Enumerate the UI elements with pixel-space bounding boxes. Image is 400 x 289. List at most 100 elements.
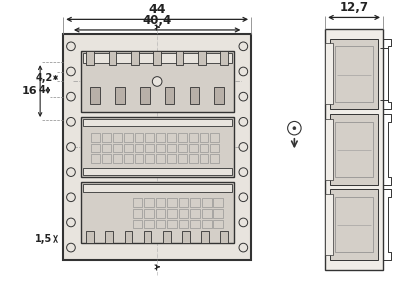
Bar [202,209,212,218]
Bar [115,87,125,104]
Bar [325,29,383,270]
Bar [335,197,373,252]
Circle shape [67,193,75,202]
Bar [330,39,378,109]
Bar [189,154,198,163]
Bar [210,154,219,163]
Bar [124,154,132,163]
Text: 16: 16 [22,86,37,96]
Bar [179,220,188,228]
Bar [134,154,144,163]
Bar [214,87,224,104]
Circle shape [239,117,248,126]
Bar [220,231,228,243]
Bar [335,46,373,101]
Bar [132,220,142,228]
Bar [131,51,139,65]
Bar [189,144,198,152]
Bar [86,51,94,65]
Circle shape [239,243,248,252]
Text: 4: 4 [38,85,45,95]
Bar [198,51,206,65]
Circle shape [293,127,296,130]
Bar [82,184,232,192]
Bar [156,154,165,163]
Bar [132,209,142,218]
Bar [214,209,223,218]
Circle shape [67,143,75,151]
Bar [140,87,150,104]
Bar [144,199,154,207]
Bar [80,182,234,243]
Bar [202,199,212,207]
Bar [200,144,208,152]
Bar [190,87,199,104]
Bar [214,199,223,207]
Bar [153,51,161,65]
Bar [330,114,378,185]
Circle shape [67,67,75,76]
Text: 1,5: 1,5 [36,234,53,244]
Bar [134,144,144,152]
Bar [102,144,111,152]
Bar [167,144,176,152]
Bar [145,154,154,163]
Circle shape [288,121,301,135]
Text: 40,4: 40,4 [142,14,172,27]
Bar [132,199,142,207]
Bar [335,122,373,177]
Bar [156,199,165,207]
Bar [200,154,208,163]
Text: 12,7: 12,7 [340,1,368,14]
Bar [189,133,198,142]
Bar [106,231,113,243]
Bar [325,194,333,255]
Bar [202,220,212,228]
Bar [113,154,122,163]
Bar [190,199,200,207]
Bar [134,133,144,142]
Text: 44: 44 [148,3,166,16]
Bar [145,144,154,152]
Circle shape [67,92,75,101]
Bar [91,133,100,142]
Bar [167,220,177,228]
Bar [145,133,154,142]
Bar [144,209,154,218]
Bar [167,133,176,142]
Circle shape [239,67,248,76]
Circle shape [67,243,75,252]
Bar [163,231,170,243]
Bar [325,119,333,180]
Circle shape [67,218,75,227]
Bar [86,231,94,243]
Bar [190,220,200,228]
Bar [178,144,187,152]
Bar [190,209,200,218]
Bar [167,154,176,163]
Bar [63,34,251,260]
Bar [82,168,232,175]
Bar [165,87,174,104]
Circle shape [239,42,248,51]
Bar [91,154,100,163]
Circle shape [239,92,248,101]
Bar [124,144,132,152]
Bar [90,87,100,104]
Bar [210,144,219,152]
Bar [200,133,208,142]
Bar [201,231,209,243]
Bar [182,231,190,243]
Bar [125,231,132,243]
Bar [176,51,183,65]
Bar [80,51,234,112]
Circle shape [67,117,75,126]
Bar [82,118,232,126]
Bar [179,209,188,218]
Bar [214,220,223,228]
Bar [220,51,228,65]
Bar [178,133,187,142]
Bar [167,199,177,207]
Circle shape [152,77,162,86]
Circle shape [67,168,75,177]
